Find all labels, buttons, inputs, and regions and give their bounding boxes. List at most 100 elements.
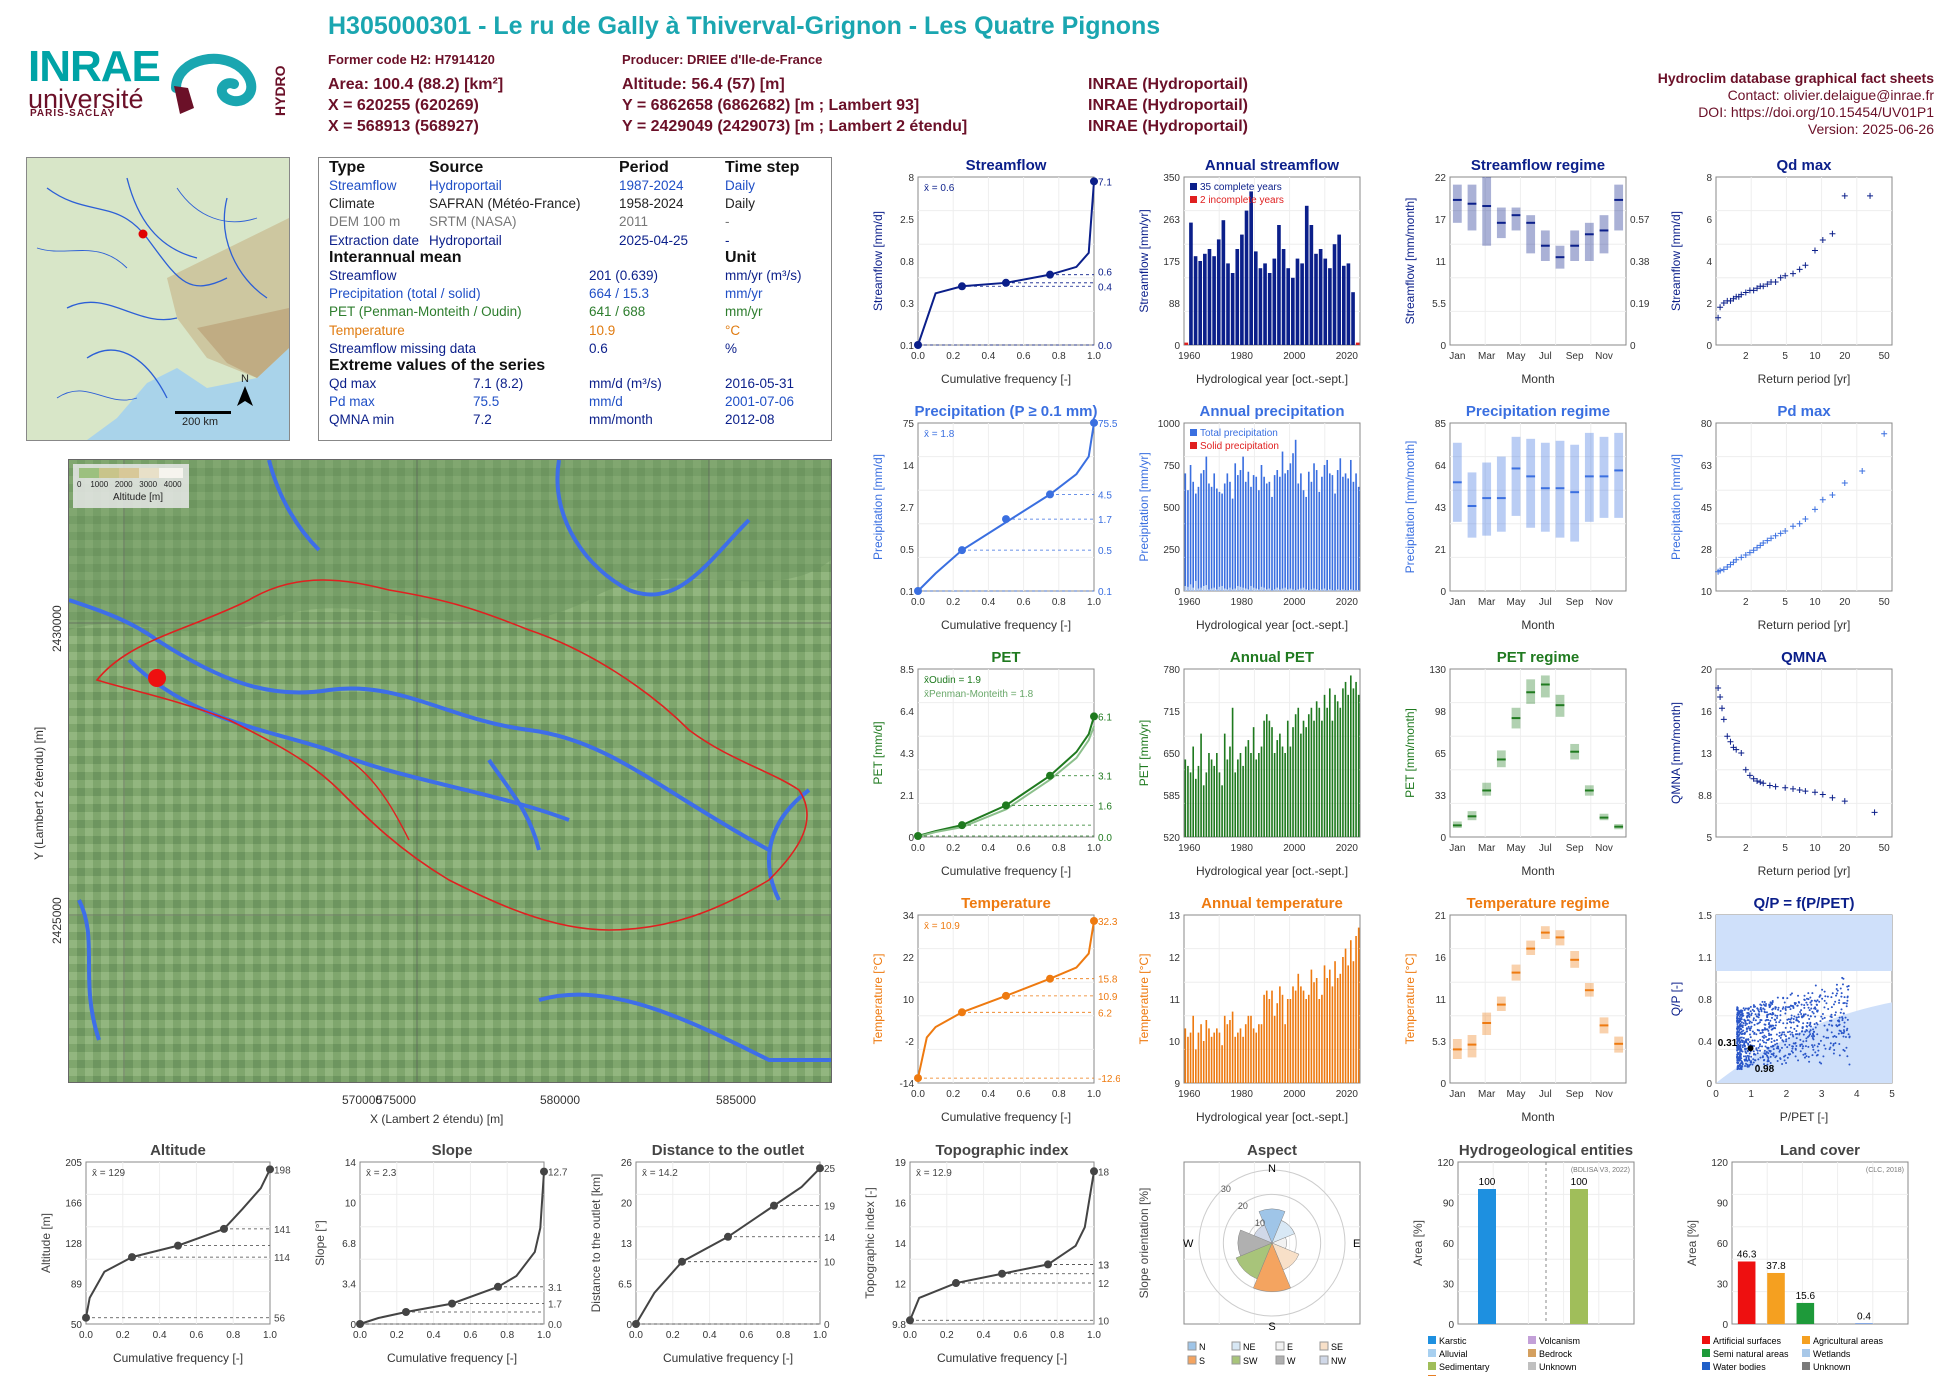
bar (1271, 990, 1273, 1083)
data-point (1763, 1034, 1766, 1037)
mean-label: x̄ = 129 (92, 1168, 126, 1179)
bar (1192, 481, 1195, 591)
bar (1263, 720, 1265, 837)
data-point (1787, 1006, 1790, 1009)
data-point (1757, 1046, 1760, 1049)
data-point (1750, 547, 1757, 554)
bar-solid (1305, 589, 1307, 591)
contact[interactable]: Contact: olivier.delaigue@inrae.fr (1727, 87, 1934, 103)
data-point (1733, 746, 1740, 753)
data-point (1738, 1038, 1741, 1041)
x-tick-label: 1 (1748, 1089, 1754, 1100)
data-point (1818, 1000, 1821, 1003)
map-xlabel: X (Lambert 2 étendu) [m] (370, 1112, 504, 1126)
data-point (1756, 1028, 1759, 1031)
data-point (1767, 1032, 1770, 1035)
right-axis-label: 0.4 (1098, 282, 1112, 293)
data-point (1742, 1014, 1745, 1017)
data-point (1776, 1014, 1779, 1017)
data-point (1829, 492, 1836, 498)
y-tick-label: 0.3 (900, 299, 914, 310)
legend-label: 2 incomplete years (1200, 195, 1284, 206)
data-point (1845, 1005, 1848, 1008)
bar (1357, 694, 1360, 837)
data-point (1756, 1007, 1759, 1010)
data-point (1867, 192, 1874, 199)
right-axis-label: 0.57 (1630, 215, 1650, 226)
data-point (1838, 1029, 1841, 1032)
bar (1328, 688, 1331, 837)
altitude-legend-title: Altitude [m] (113, 492, 164, 503)
bar (1315, 978, 1318, 1083)
data-point (1813, 1023, 1816, 1026)
x-tick-label: 0.6 (189, 1330, 203, 1341)
cardinal-label: W (1183, 1238, 1194, 1250)
altitude: Altitude: 56.4 (57) [m] (622, 76, 785, 93)
y-tick-label: 2.5 (900, 215, 914, 226)
data-point (1808, 1030, 1811, 1033)
data-point (1819, 496, 1826, 503)
box (1467, 1035, 1477, 1058)
data-point (1811, 992, 1814, 995)
x-tick-label: 0.4 (977, 1330, 991, 1341)
bar-solid (1302, 587, 1305, 591)
data-point (1751, 1008, 1754, 1011)
cardinal-label: S (1268, 1321, 1275, 1333)
bar (1244, 1024, 1247, 1083)
data-point (1746, 1065, 1749, 1068)
bar-solid (1294, 590, 1297, 591)
bar-solid (1315, 589, 1318, 591)
plot-frame (917, 668, 1095, 838)
bar-solid (1263, 587, 1265, 591)
data-point (1802, 1040, 1805, 1043)
map-xtick-2: 580000 (540, 1093, 581, 1107)
data-point (1810, 999, 1813, 1002)
data-point (1741, 1063, 1744, 1066)
y-tick-label: 63 (1701, 461, 1713, 472)
data-point (1749, 1029, 1752, 1032)
bar (1255, 476, 1258, 591)
data-point (1736, 1030, 1739, 1033)
data-point (1819, 791, 1826, 798)
bar (1291, 277, 1295, 345)
data-point (1763, 1027, 1766, 1030)
x-tick-label: 1.0 (1087, 843, 1101, 854)
data-point (1837, 1024, 1840, 1027)
data-point (1784, 1007, 1787, 1010)
data-point (1748, 1064, 1751, 1067)
doi-link[interactable]: DOI: https://doi.org/10.15454/UV01P1 (1698, 104, 1934, 120)
data-point (1782, 1022, 1785, 1025)
bar (1279, 733, 1281, 837)
bar-solid (1273, 589, 1276, 591)
bar (1255, 1032, 1258, 1083)
y-tick-label: 715 (1163, 707, 1180, 718)
chart-title: Distance to the outlet (652, 1142, 805, 1159)
bar (1216, 1028, 1218, 1083)
right-axis-label: 0 (824, 1320, 830, 1331)
data-point (1738, 1059, 1741, 1062)
series-line (635, 1167, 821, 1325)
data-point (1738, 1033, 1741, 1036)
x-tick-label: May (1507, 597, 1526, 608)
data-point (1819, 994, 1822, 997)
data-point (1812, 1030, 1815, 1033)
data-point (1829, 1015, 1832, 1018)
data-point (1793, 1002, 1796, 1005)
data-point (1845, 1046, 1848, 1049)
bar (1265, 714, 1268, 837)
y-tick-label: 21 (1435, 911, 1447, 922)
data-point (1800, 1043, 1803, 1046)
data-point (1759, 1043, 1762, 1046)
data-point (1749, 1010, 1752, 1013)
bar (1305, 999, 1307, 1083)
y-tick-label: 22 (1435, 173, 1447, 184)
chart-title: PET (991, 649, 1020, 666)
data-point (1750, 1012, 1753, 1015)
data-point (1767, 1056, 1770, 1059)
x-tick-label: 0 (1713, 1089, 1719, 1100)
data-point (1775, 1047, 1778, 1050)
bar (1294, 714, 1297, 837)
data-point (1840, 995, 1843, 998)
bar (1279, 986, 1281, 1083)
